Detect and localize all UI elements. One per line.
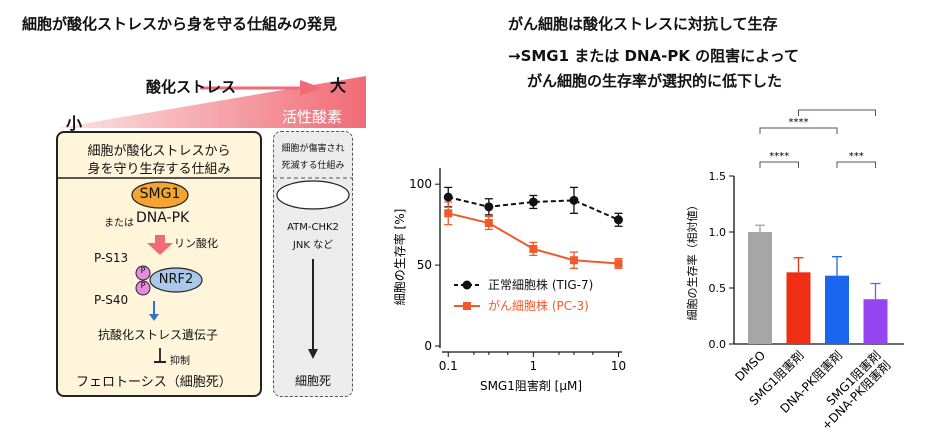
right-title: がん細胞は酸化ストレスに対抗して生存: [508, 15, 778, 33]
or-label: または: [104, 218, 134, 229]
line-chart: 0 50 100 0.1 1 10 SMG1阻害剤 [μM] 細胞の生存率 [%] 正常細胞株 …: [392, 168, 626, 393]
category-label: SMG1阻害剤+DNA-PK阻害剤: [808, 348, 893, 433]
left-title: 細胞が酸化ストレスから身を守る仕組みの発見: [22, 15, 338, 33]
ps40-label: P-S40: [94, 293, 129, 307]
death-mechanism-diagram: [273, 177, 353, 359]
cell-death-label: 細胞死: [294, 374, 331, 388]
data-point: [443, 192, 453, 202]
smg1-label: SMG1: [139, 186, 181, 202]
significance-label: ****: [827, 108, 847, 110]
death-box-title-2: 死滅する仕組み: [281, 161, 345, 171]
nrf2-node: [149, 267, 203, 293]
phosphorylation-arrow-head: [147, 243, 173, 255]
smg1-node: [131, 181, 189, 209]
y-tick-label: 1.0: [709, 226, 727, 239]
data-point: [484, 202, 494, 212]
kinase-label-2: JNK など: [292, 240, 334, 251]
significance-label: ****: [769, 151, 789, 162]
data-point: [528, 197, 538, 207]
stress-small-label: 小: [66, 114, 83, 133]
antioxidant-gene-label: 抗酸化ストレス遺伝子: [98, 328, 219, 342]
x-tick-label: 0.1: [439, 359, 458, 373]
data-point: [569, 195, 579, 205]
bar-chart: 0.00.51.01.5細胞の生存率（相対値）DMSOSMG1阻害剤DNA-PK…: [685, 108, 904, 433]
significance-bracket: [798, 109, 876, 116]
ros-label: 活性酸素: [282, 108, 343, 126]
y-tick-label: 100: [409, 177, 432, 191]
stress-large-label: 大: [330, 76, 347, 95]
phospho-p-s13: P: [140, 266, 146, 275]
right-subtitle-1: →SMG1 または DNA-PK の阻害によって: [508, 47, 799, 65]
gradient-arrow-head: [300, 80, 322, 96]
bar: [825, 275, 849, 344]
nrf2-label: NRF2: [158, 272, 194, 287]
category-label-line: DMSO: [732, 348, 768, 384]
phosphorylation-arrow-shaft: [155, 235, 165, 244]
data-point: [613, 215, 623, 225]
gene-activation-arrow-head: [149, 314, 159, 321]
dnapk-label: DNA-PK: [136, 210, 190, 226]
data-point: [444, 209, 453, 218]
kinase-oval: [276, 180, 350, 210]
data-point: [484, 219, 493, 228]
significance-label: ***: [849, 151, 864, 162]
right-subtitle-2: がん細胞の生存率が選択的に低下した: [527, 72, 783, 90]
data-point: [569, 256, 578, 265]
kinase-label-1: ATM-CHK2: [287, 222, 339, 233]
legend-marker: [462, 280, 472, 290]
oxidative-stress-gradient: [58, 76, 366, 128]
y-tick-label: 0: [424, 339, 432, 353]
category-label: DMSO: [732, 348, 768, 384]
x-tick-label: 10: [611, 359, 626, 373]
inhibition-label: 抑制: [170, 356, 190, 367]
significance-bracket: [759, 127, 838, 134]
y-tick-label: 50: [417, 258, 432, 272]
legend-marker: [463, 302, 471, 310]
legend-label: がん細胞株 (PC-3): [488, 298, 589, 313]
y-axis-label: 細胞の生存率（相対値）: [685, 200, 699, 321]
death-box-title-1: 細胞が傷害され: [281, 144, 345, 154]
survival-box-title-2: 身を守り生存する仕組み: [87, 162, 231, 177]
significance-label: ****: [789, 117, 809, 128]
bar: [863, 299, 888, 344]
data-point: [529, 244, 538, 253]
phosphorylation-label: リン酸化: [174, 237, 218, 250]
ferroptosis-label: フェロトーシス（細胞死）: [76, 375, 232, 390]
y-tick-label: 0.0: [709, 338, 727, 351]
phospho-p-s40: P: [140, 281, 146, 290]
stress-label: 酸化ストレス: [146, 78, 237, 96]
survival-mechanism-box: [56, 131, 262, 397]
significance-bracket: [759, 161, 799, 168]
legend-label: 正常細胞株 (TIG-7): [488, 277, 593, 292]
significance-bracket: [836, 161, 876, 168]
death-arrow-head: [308, 349, 318, 359]
survival-mechanism-diagram: [56, 177, 262, 363]
y-tick-label: 1.5: [709, 170, 727, 183]
phospho-marker-s13: [135, 265, 151, 281]
survival-box-title-1: 細胞が酸化ストレスから: [87, 144, 231, 159]
x-axis-label: SMG1阻害剤 [μM]: [480, 378, 582, 393]
bar: [786, 272, 811, 344]
ps13-label: P-S13: [94, 251, 129, 265]
bar: [748, 232, 772, 344]
y-tick-label: 0.5: [709, 282, 727, 295]
series-line: [448, 196, 619, 221]
y-axis-label: 細胞の生存率 [%]: [392, 209, 407, 306]
data-point: [614, 259, 623, 268]
x-tick-label: 1: [530, 359, 538, 373]
phospho-marker-s40: [135, 280, 151, 296]
